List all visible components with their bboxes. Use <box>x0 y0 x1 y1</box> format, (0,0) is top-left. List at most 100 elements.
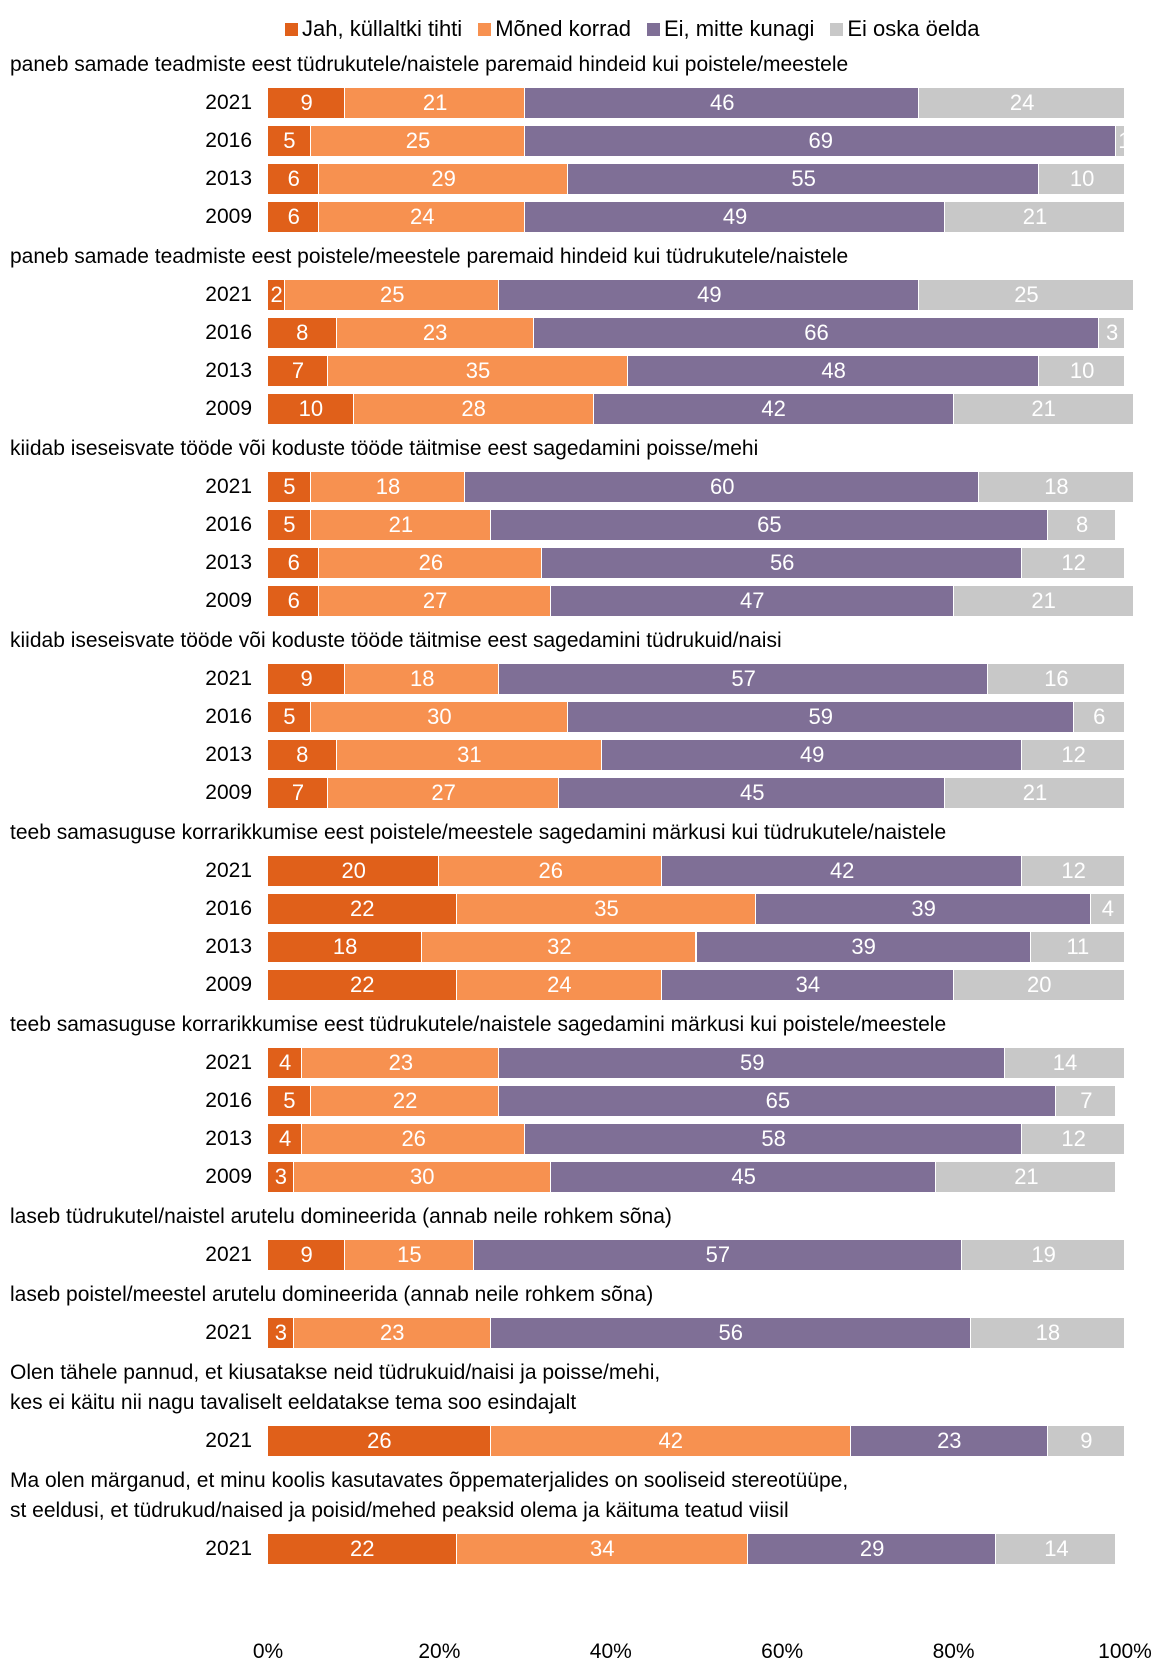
bar-segment <box>602 740 1022 770</box>
bar-segment <box>525 202 945 232</box>
bar-segment <box>1056 1086 1116 1116</box>
bar-segment <box>559 778 945 808</box>
data-label: 45 <box>731 1164 756 1189</box>
bar-segment <box>662 970 953 1000</box>
bar-segment <box>268 356 327 386</box>
year-label: 2013 <box>205 1127 252 1150</box>
data-label: 12 <box>1061 858 1086 883</box>
legend-label-3: Ei oska öelda <box>847 16 980 41</box>
bar-segment <box>1005 1048 1124 1078</box>
year-label: 2009 <box>205 397 252 420</box>
bar-segment <box>499 280 919 310</box>
year-label: 2016 <box>205 897 252 920</box>
bar-segment <box>696 932 1030 962</box>
bar-segment <box>542 548 1022 578</box>
bar-segment <box>1116 126 1124 156</box>
data-label: 65 <box>765 1088 791 1113</box>
bar-segment <box>1039 356 1124 386</box>
data-label: 47 <box>739 588 765 613</box>
bar-segment <box>268 894 456 924</box>
bar-segment <box>268 472 310 502</box>
legend-item-1: Mõned korrad <box>478 16 631 42</box>
data-label: 5 <box>283 128 296 153</box>
bar-segment <box>567 702 1073 732</box>
bar-segment <box>310 702 567 732</box>
bar-segment <box>310 472 465 502</box>
year-label: 2013 <box>205 167 252 190</box>
data-label: 46 <box>709 90 735 115</box>
bar-segment <box>525 88 919 118</box>
data-label: 48 <box>821 358 846 383</box>
data-label: 14 <box>1052 1050 1078 1075</box>
legend-label-2: Ei, mitte kunagi <box>663 16 815 41</box>
data-label: 6 <box>287 550 300 575</box>
data-label: 26 <box>401 1126 426 1151</box>
data-label: 32 <box>547 934 572 959</box>
year-label: 2021 <box>205 859 252 882</box>
legend-item-2: Ei, mitte kunagi <box>646 16 815 42</box>
bar-segment <box>747 1534 996 1564</box>
bar-segment <box>1099 318 1124 348</box>
data-label: 18 <box>410 666 435 691</box>
bar-segment <box>962 1240 1124 1270</box>
data-label: 3 <box>274 1320 287 1345</box>
data-label: 20 <box>341 858 366 883</box>
bar-segment <box>919 280 1133 310</box>
data-label: 25 <box>1014 282 1039 307</box>
data-label: 55 <box>791 166 816 191</box>
year-label: 2009 <box>205 205 252 228</box>
data-label: 45 <box>739 780 765 805</box>
data-label: 30 <box>410 1164 435 1189</box>
group-title: paneb samade teadmiste eest tüdrukutele/… <box>10 53 849 76</box>
bar-segment <box>268 164 319 194</box>
bar-segment <box>268 548 319 578</box>
bar-segment <box>268 510 310 540</box>
bar-segment <box>953 586 1133 616</box>
data-label: 4 <box>1101 896 1114 921</box>
bar-segment <box>302 1048 499 1078</box>
bar-segment <box>945 202 1124 232</box>
legend-item-0: Jah, küllaltki tihti <box>285 16 462 42</box>
bar-segment <box>319 202 525 232</box>
bar-segment <box>567 164 1039 194</box>
bar-segment <box>533 318 1099 348</box>
bar-segment <box>1022 856 1124 886</box>
bar-segment <box>268 856 439 886</box>
bar-segment <box>336 318 533 348</box>
bar-segment <box>310 1086 499 1116</box>
data-label: 23 <box>422 320 448 345</box>
bar-segment <box>268 664 345 694</box>
bar-segment <box>268 280 285 310</box>
bar-segment <box>268 932 422 962</box>
year-label: 2009 <box>205 1165 252 1188</box>
legend-swatch-1 <box>478 22 492 36</box>
data-label: 21 <box>1031 396 1056 421</box>
data-label: 7 <box>291 780 305 805</box>
data-label: 39 <box>911 896 936 921</box>
bar-segment <box>499 1086 1056 1116</box>
year-label: 2016 <box>205 513 252 536</box>
data-label: 28 <box>461 396 486 421</box>
data-label: 18 <box>332 934 358 959</box>
data-label: 7 <box>291 358 305 383</box>
year-label: 2013 <box>205 551 252 574</box>
data-label: 5 <box>283 474 296 499</box>
data-label: 56 <box>769 550 795 575</box>
data-label: 25 <box>405 128 431 153</box>
data-label: 12 <box>1061 1126 1086 1151</box>
data-label: 9 <box>1080 1428 1093 1453</box>
group-title: Ma olen märganud, et minu koolis kasutav… <box>10 1469 849 1492</box>
bar-segment <box>953 970 1124 1000</box>
year-label: 2016 <box>205 129 252 152</box>
data-label: 10 <box>1069 166 1095 191</box>
bar-segment <box>996 1534 1116 1564</box>
data-label: 21 <box>388 512 414 537</box>
bar-segment <box>268 1534 456 1564</box>
data-label: 30 <box>427 704 452 729</box>
bar-segment <box>319 164 567 194</box>
bar-segment <box>456 1534 747 1564</box>
data-label: 65 <box>757 512 782 537</box>
bar-segment <box>422 932 696 962</box>
data-label: 5 <box>283 1088 296 1113</box>
